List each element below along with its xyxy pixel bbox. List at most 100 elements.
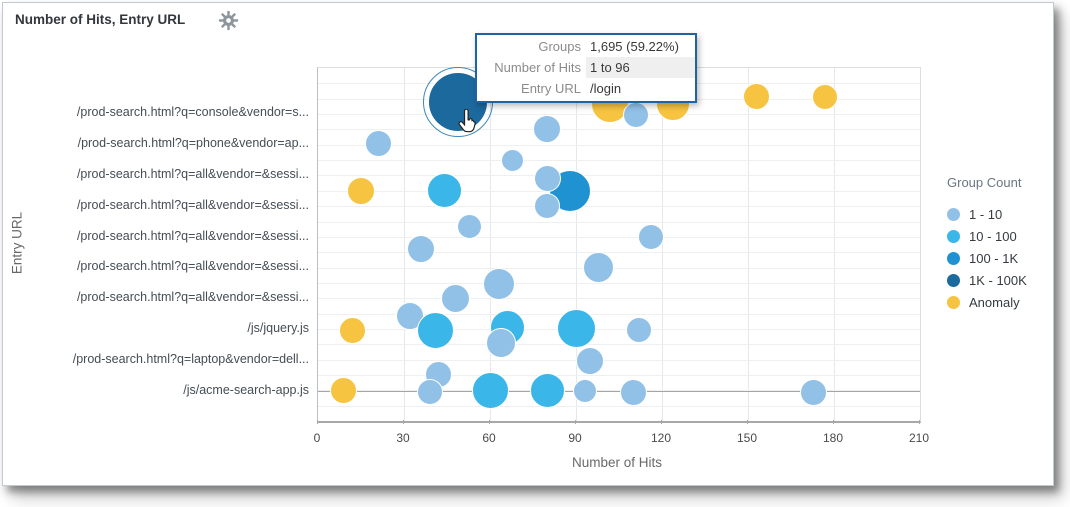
bubble[interactable] bbox=[416, 379, 443, 406]
bubble[interactable] bbox=[743, 83, 771, 111]
bubble[interactable] bbox=[637, 224, 664, 251]
gridline-horizontal bbox=[318, 236, 920, 238]
legend-item-label: 1K - 100K bbox=[969, 272, 1027, 288]
tooltip-row: Groups 1,695 (59.22%) bbox=[477, 36, 695, 57]
x-tick-label: 60 bbox=[482, 431, 496, 445]
gridline-horizontal-dark bbox=[318, 391, 920, 392]
legend-item-100-1K[interactable]: 100 - 1K bbox=[947, 247, 1057, 269]
bubble[interactable] bbox=[441, 284, 471, 314]
gridline-vertical bbox=[834, 68, 835, 421]
bubble[interactable] bbox=[576, 346, 605, 375]
gear-icon bbox=[218, 10, 239, 34]
bubble[interactable] bbox=[619, 378, 647, 406]
settings-gear-button[interactable] bbox=[217, 10, 239, 32]
y-category-label: /js/jquery.js bbox=[247, 321, 309, 336]
bubble[interactable] bbox=[533, 165, 561, 193]
bubble[interactable] bbox=[338, 317, 366, 345]
gridline-horizontal bbox=[318, 144, 920, 146]
legend-item-1-10[interactable]: 1 - 10 bbox=[947, 203, 1057, 225]
gridline-horizontal bbox=[318, 298, 920, 300]
chart-panel: Number of Hits, Entry URL Entry URL bbox=[2, 2, 1054, 486]
gridline-horizontal bbox=[318, 175, 920, 177]
x-tick-mark bbox=[575, 420, 576, 424]
legend-swatch-icon bbox=[947, 229, 960, 243]
legend-item-label: 100 - 1K bbox=[969, 250, 1019, 266]
bubble[interactable] bbox=[572, 378, 597, 403]
tooltip: Groups 1,695 (59.22%) Number of Hits 1 to 9… bbox=[475, 33, 697, 103]
y-category-label: /prod-search.html?q=all&vendor=&sessi... bbox=[76, 290, 309, 305]
bubble[interactable] bbox=[330, 377, 358, 405]
y-category-label: /js/acme-search-app.js bbox=[183, 382, 309, 397]
gridline-horizontal bbox=[318, 267, 920, 269]
bubble[interactable] bbox=[800, 378, 828, 406]
bubble[interactable] bbox=[364, 130, 392, 158]
panel-title: Number of Hits, Entry URL bbox=[15, 12, 186, 27]
gridline-vertical bbox=[662, 68, 663, 421]
plot-area bbox=[317, 66, 921, 423]
x-tick-mark bbox=[489, 420, 490, 424]
gridline-horizontal bbox=[318, 390, 920, 392]
gridline-vertical bbox=[576, 68, 577, 421]
tooltip-field-label: Entry URL bbox=[521, 81, 581, 96]
gridline-horizontal bbox=[318, 405, 920, 407]
legend-item-label: 1 - 10 bbox=[969, 206, 1003, 222]
gridline-horizontal bbox=[318, 221, 920, 223]
tooltip-row: Number of Hits 1 to 96 bbox=[477, 57, 695, 78]
gridline-vertical bbox=[748, 68, 749, 421]
bubble[interactable] bbox=[534, 193, 561, 220]
bubble[interactable] bbox=[471, 372, 509, 410]
x-tick-mark bbox=[317, 420, 318, 424]
bubble[interactable] bbox=[501, 148, 525, 172]
gridline-vertical bbox=[490, 68, 491, 421]
gridline-horizontal bbox=[318, 129, 920, 131]
y-category-label: /prod-search.html?q=all&vendor=&sessi... bbox=[76, 197, 309, 212]
bubble[interactable] bbox=[623, 101, 650, 128]
legend-item-10-100[interactable]: 10 - 100 bbox=[947, 225, 1057, 247]
bubble[interactable] bbox=[457, 213, 483, 239]
y-category-label: /prod-search.html?q=all&vendor=&sessi... bbox=[76, 166, 309, 181]
y-category-label: /prod-search.html?q=all&vendor=&sessi... bbox=[76, 259, 309, 274]
tooltip-field-value: /login bbox=[590, 81, 622, 96]
bubble[interactable] bbox=[417, 312, 455, 350]
bubble[interactable] bbox=[583, 251, 615, 283]
x-tick-label: 180 bbox=[822, 431, 844, 445]
legend-item-label: 10 - 100 bbox=[969, 228, 1017, 244]
tooltip-field-value: 1 to 96 bbox=[586, 57, 695, 78]
gridline-horizontal bbox=[318, 252, 920, 254]
bubble[interactable] bbox=[626, 316, 653, 343]
bubble[interactable] bbox=[347, 176, 375, 205]
legend: Group Count 1 - 10 10 - 100 100 - 1K 1K - 1… bbox=[947, 175, 1057, 313]
bubble[interactable] bbox=[529, 373, 565, 409]
bubble[interactable] bbox=[486, 327, 517, 358]
gridline-horizontal bbox=[318, 328, 920, 330]
x-tick-label: 150 bbox=[736, 431, 758, 445]
x-tick-label: 210 bbox=[908, 431, 930, 445]
legend-swatch-icon bbox=[947, 207, 960, 221]
bubble[interactable] bbox=[533, 115, 562, 144]
y-category-label: /prod-search.html?q=laptop&vendor=dell..… bbox=[72, 352, 309, 367]
gridline-horizontal bbox=[318, 313, 920, 315]
x-tick-mark bbox=[747, 420, 748, 424]
gridline-horizontal bbox=[318, 282, 920, 284]
gridline-horizontal bbox=[318, 206, 920, 208]
tooltip-row: Entry URL/login bbox=[477, 78, 695, 99]
legend-swatch-icon bbox=[947, 251, 960, 265]
x-axis-title: Number of Hits bbox=[571, 455, 663, 470]
legend-title: Group Count bbox=[947, 175, 1022, 190]
x-tick-label: 30 bbox=[396, 431, 410, 445]
x-tick-label: 0 bbox=[313, 431, 321, 445]
bubble[interactable] bbox=[812, 83, 839, 110]
legend-item-Anomaly[interactable]: Anomaly bbox=[947, 291, 1057, 313]
gridline-horizontal bbox=[318, 160, 920, 162]
legend-swatch-icon bbox=[947, 273, 960, 287]
legend-item-label: Anomaly bbox=[969, 294, 1020, 310]
x-tick-mark bbox=[403, 420, 404, 424]
bubble[interactable] bbox=[407, 235, 436, 264]
gridline-horizontal bbox=[318, 375, 920, 376]
tooltip-field-value: 1,695 (59.22%) bbox=[590, 39, 679, 54]
bubble[interactable] bbox=[482, 268, 515, 301]
legend-item-1K-100K[interactable]: 1K - 100K bbox=[947, 269, 1057, 291]
gridline-horizontal bbox=[318, 344, 920, 346]
bubble[interactable] bbox=[426, 173, 462, 209]
bubble[interactable] bbox=[556, 309, 596, 349]
